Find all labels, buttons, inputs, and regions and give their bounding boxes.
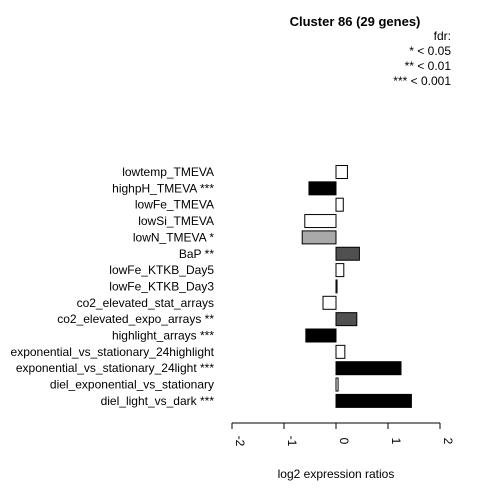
category-label-2: lowFe_TMEVA	[135, 198, 214, 212]
bar-7	[335, 279, 338, 294]
x-axis-label: log2 expression ratios	[278, 467, 395, 481]
bar-13	[335, 377, 339, 392]
category-label-8: co2_elevated_stat_arrays	[77, 296, 214, 310]
category-label-14: diel_light_vs_dark ***	[101, 394, 215, 408]
bar-3	[304, 214, 337, 229]
bar-2	[335, 197, 344, 212]
x-axis: -2 -1 0 1 2	[231, 422, 455, 447]
legend-entry-3: *** < 0.001	[393, 74, 451, 88]
x-tick-label-4: 2	[441, 438, 455, 445]
category-label-12: exponential_vs_stationary_24light ***	[16, 361, 214, 375]
category-label-10: highlight_arrays ***	[112, 329, 214, 343]
bar-5	[335, 246, 360, 261]
category-label-7: lowFe_KTKB_Day3	[109, 279, 214, 293]
category-label-5: BaP **	[179, 247, 214, 261]
chart-title: Cluster 86 (29 genes)	[290, 14, 421, 29]
category-label-11: exponential_vs_stationary_24highlight	[11, 345, 215, 359]
bar-4	[301, 230, 337, 245]
category-label-6: lowFe_KTKB_Day5	[109, 263, 214, 277]
category-label-13: diel_exponential_vs_stationary	[50, 378, 214, 392]
x-tick-label-2: 0	[337, 438, 351, 445]
bar-12	[335, 361, 402, 376]
bar-10	[305, 328, 337, 343]
bar-8	[322, 295, 337, 310]
legend-entry-2: ** < 0.01	[405, 59, 452, 73]
category-label-0: lowtemp_TMEVA	[122, 165, 214, 179]
bar-1	[308, 181, 337, 196]
legend-title: fdr:	[434, 29, 451, 43]
bar-9	[335, 312, 358, 327]
category-label-4: lowN_TMEVA *	[133, 230, 214, 244]
x-tick-label-0: -2	[233, 436, 247, 447]
bar-0	[335, 165, 348, 179]
x-tick-label-3: 1	[389, 438, 403, 445]
category-label-9: co2_elevated_expo_arrays **	[57, 312, 214, 326]
bars	[301, 165, 412, 408]
bar-6	[335, 263, 345, 278]
legend: fdr: * < 0.05 ** < 0.01 *** < 0.001	[393, 29, 451, 88]
x-tick-label-1: -1	[285, 436, 299, 447]
category-labels: lowtemp_TMEVA highpH_TMEVA *** lowFe_TMEVA…	[11, 165, 215, 408]
bar-11	[335, 344, 346, 359]
category-label-1: highpH_TMEVA ***	[112, 181, 214, 195]
category-label-3: lowSi_TMEVA	[138, 214, 214, 228]
bar-14	[335, 393, 412, 408]
legend-entry-1: * < 0.05	[409, 44, 451, 58]
